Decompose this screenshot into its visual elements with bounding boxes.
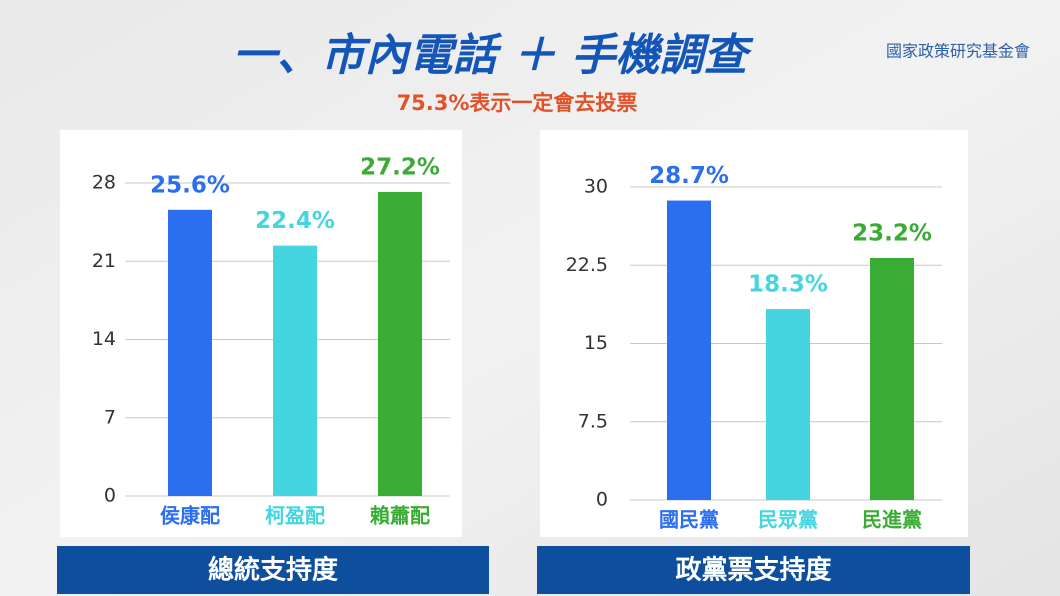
y-tick-label: 28	[92, 172, 116, 194]
x-tick-label: 國民黨	[659, 508, 719, 532]
x-tick-label: 柯盈配	[265, 504, 325, 528]
bar	[667, 200, 711, 500]
value-label: 27.2%	[360, 154, 440, 180]
bar	[378, 191, 422, 496]
y-tick-label: 0	[596, 489, 608, 511]
bar	[766, 309, 810, 500]
x-tick-label: 賴蕭配	[370, 504, 430, 528]
bar	[168, 209, 212, 497]
y-tick-label: 14	[92, 328, 116, 350]
bar	[870, 257, 914, 500]
chart-title-band	[57, 546, 489, 594]
organization: 國家政策研究基金會	[886, 42, 1030, 61]
value-label: 23.2%	[852, 220, 932, 246]
y-tick-label: 30	[584, 176, 608, 198]
x-tick-label: 民眾黨	[758, 508, 818, 532]
chart-title: 政黨票支持度	[675, 555, 831, 586]
y-tick-label: 7.5	[578, 410, 608, 432]
slide-subtitle: 75.3%表示一定會去投票	[397, 91, 638, 115]
y-tick-label: 21	[92, 250, 116, 272]
value-label: 18.3%	[748, 272, 828, 298]
slide-title: 一、市內電話 ＋ 手機調查	[233, 30, 755, 81]
chart-title-band	[537, 546, 970, 594]
x-tick-label: 民進黨	[862, 508, 922, 532]
y-tick-label: 0	[104, 485, 116, 507]
y-tick-label: 15	[584, 332, 608, 354]
value-label: 22.4%	[255, 208, 335, 234]
y-tick-label: 7	[104, 406, 116, 428]
y-tick-label: 22.5	[566, 254, 608, 276]
x-tick-label: 侯康配	[160, 504, 220, 528]
value-label: 28.7%	[649, 163, 729, 189]
chart-title: 總統支持度	[208, 555, 338, 586]
bar	[273, 245, 317, 496]
value-label: 25.6%	[150, 172, 230, 198]
